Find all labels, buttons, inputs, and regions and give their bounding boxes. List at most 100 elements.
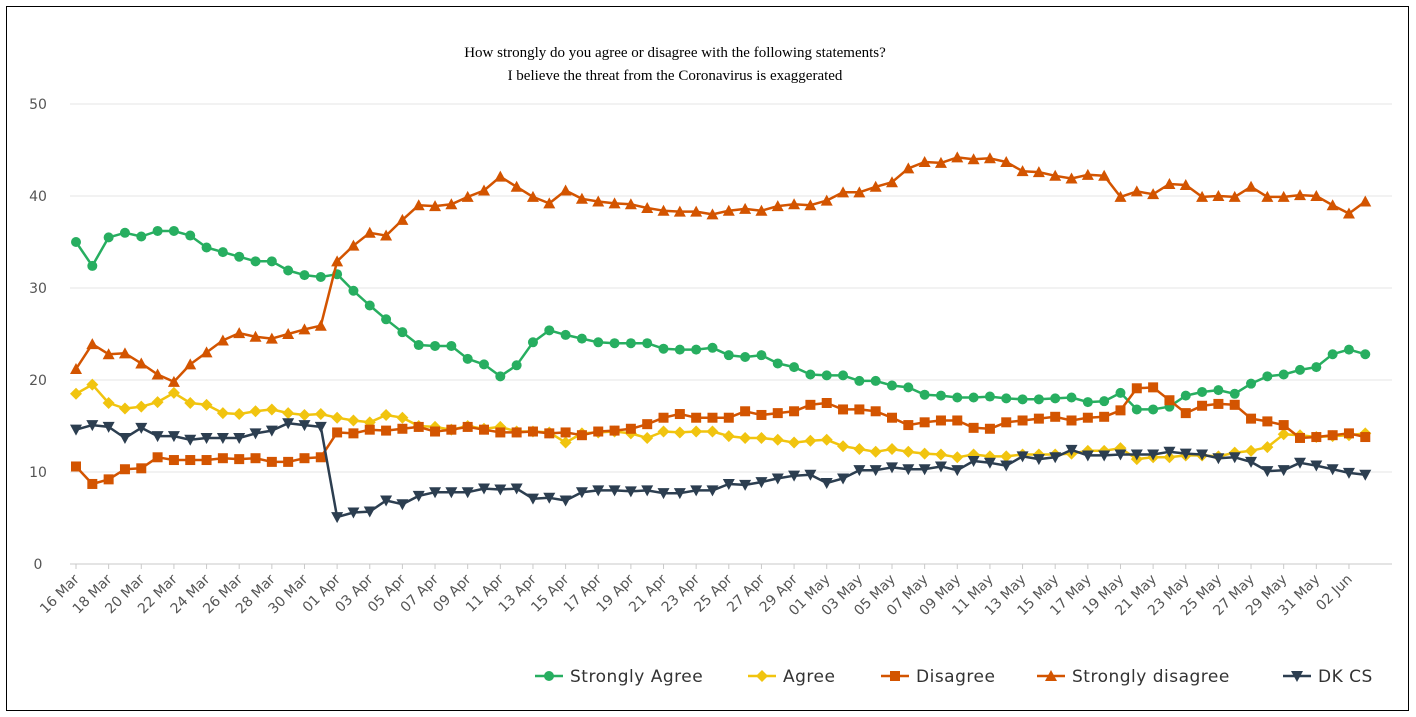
data-point bbox=[1049, 169, 1062, 181]
data-point bbox=[609, 338, 620, 349]
data-point bbox=[755, 204, 768, 216]
data-point bbox=[1081, 168, 1094, 180]
data-point bbox=[216, 432, 229, 444]
data-point bbox=[674, 344, 685, 355]
data-point bbox=[658, 412, 669, 423]
data-point bbox=[70, 362, 82, 374]
data-point bbox=[234, 251, 245, 262]
legend-item[interactable]: Disagree bbox=[881, 667, 995, 687]
data-point bbox=[608, 485, 621, 497]
data-point bbox=[298, 323, 311, 335]
data-point bbox=[837, 186, 850, 198]
data-point bbox=[478, 483, 490, 495]
data-point bbox=[118, 402, 131, 415]
data-point bbox=[331, 411, 344, 424]
data-point bbox=[804, 199, 817, 211]
data-point bbox=[919, 417, 930, 428]
legend-label: DK CS bbox=[1318, 667, 1373, 687]
data-point bbox=[1163, 178, 1176, 190]
data-point bbox=[445, 198, 458, 210]
data-point bbox=[886, 443, 898, 455]
data-point bbox=[1000, 460, 1013, 472]
legend-marker bbox=[1291, 671, 1303, 682]
legend-item[interactable]: Strongly disagree bbox=[1037, 667, 1230, 687]
data-point bbox=[1032, 454, 1045, 466]
data-point bbox=[315, 271, 326, 282]
data-point bbox=[87, 260, 98, 271]
data-point bbox=[1065, 172, 1078, 184]
data-point bbox=[265, 403, 278, 416]
data-point bbox=[903, 382, 914, 393]
data-point bbox=[739, 479, 752, 491]
data-point bbox=[103, 232, 114, 243]
data-point bbox=[722, 204, 735, 216]
data-point bbox=[119, 464, 130, 475]
data-point bbox=[673, 488, 686, 500]
data-point bbox=[592, 485, 605, 497]
data-point bbox=[772, 408, 783, 419]
data-point bbox=[838, 404, 849, 415]
data-point bbox=[968, 392, 979, 403]
data-point bbox=[575, 487, 588, 499]
data-point bbox=[886, 176, 898, 188]
data-point bbox=[1229, 399, 1240, 410]
data-point bbox=[983, 152, 996, 164]
data-point bbox=[788, 198, 801, 210]
data-point bbox=[1311, 362, 1322, 373]
data-point bbox=[70, 424, 82, 436]
data-point bbox=[1099, 411, 1110, 422]
data-point bbox=[527, 426, 538, 437]
data-point bbox=[788, 470, 801, 482]
legend-item[interactable]: Agree bbox=[748, 667, 835, 687]
data-point bbox=[951, 451, 964, 464]
data-point bbox=[1082, 397, 1093, 408]
data-point bbox=[657, 425, 670, 438]
data-point bbox=[1261, 466, 1274, 478]
data-point bbox=[755, 431, 768, 444]
data-point bbox=[167, 431, 180, 443]
data-point bbox=[722, 430, 735, 443]
data-point bbox=[314, 319, 327, 331]
data-point bbox=[250, 256, 261, 267]
data-point bbox=[266, 456, 277, 467]
data-point bbox=[412, 490, 425, 502]
data-point bbox=[820, 433, 833, 446]
legend-item[interactable]: DK CS bbox=[1283, 667, 1373, 687]
data-point bbox=[1017, 415, 1028, 426]
data-point bbox=[1082, 412, 1093, 423]
data-point bbox=[494, 170, 507, 182]
data-point bbox=[429, 487, 442, 499]
data-point bbox=[788, 436, 801, 449]
data-point bbox=[559, 184, 572, 196]
data-point bbox=[1310, 190, 1323, 201]
data-point bbox=[1081, 450, 1094, 462]
data-point bbox=[1066, 415, 1077, 426]
x-tick-label: 02 Jun bbox=[1313, 572, 1356, 615]
data-point bbox=[200, 432, 213, 444]
data-point bbox=[642, 338, 653, 349]
data-point bbox=[641, 431, 654, 444]
data-point bbox=[118, 432, 131, 444]
data-point bbox=[1246, 378, 1257, 389]
legend-item[interactable]: Strongly Agree bbox=[535, 667, 703, 687]
data-point bbox=[1066, 392, 1077, 403]
data-point bbox=[216, 407, 229, 420]
data-point bbox=[1099, 396, 1110, 407]
data-point bbox=[479, 424, 489, 435]
data-point bbox=[233, 408, 246, 421]
data-point bbox=[1228, 190, 1241, 202]
data-point bbox=[510, 180, 523, 192]
data-point bbox=[298, 420, 311, 432]
data-point bbox=[266, 256, 277, 267]
data-point bbox=[1180, 390, 1191, 401]
data-point bbox=[706, 485, 719, 497]
data-point bbox=[299, 270, 310, 281]
data-point bbox=[984, 423, 995, 434]
data-point bbox=[152, 452, 163, 463]
data-point bbox=[902, 162, 915, 174]
data-point bbox=[1049, 452, 1062, 464]
data-point bbox=[1326, 199, 1339, 211]
data-point bbox=[348, 285, 359, 296]
data-point bbox=[805, 369, 816, 380]
data-point bbox=[103, 474, 114, 485]
